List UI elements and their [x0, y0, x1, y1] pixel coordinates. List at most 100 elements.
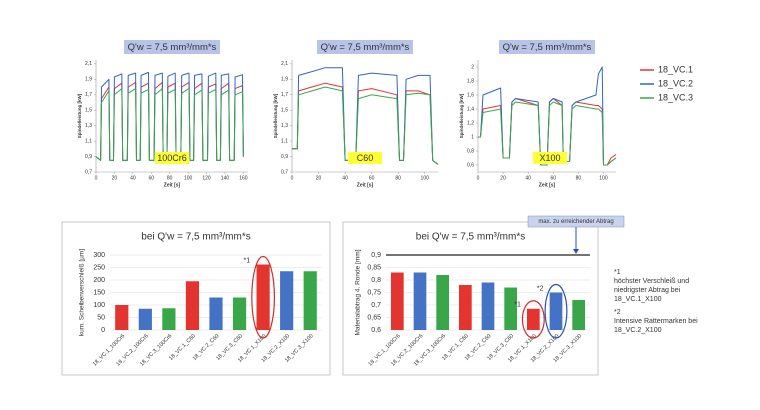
y-tick-label: 1,1 [281, 138, 288, 144]
material-box [155, 152, 189, 164]
bar [256, 264, 270, 330]
y-tick-label: 0,7 [371, 302, 381, 309]
y-tick-label: 1,9 [85, 77, 92, 83]
x-tick-label: 80 [395, 175, 401, 181]
x-axis-label: Zeit [s] [539, 182, 556, 188]
note-text: Intensive Rattermarken bei 18_VC.2_X100 [614, 318, 698, 334]
y-tick-label: 0,9 [85, 154, 92, 160]
title-box [124, 40, 220, 54]
series-line [292, 86, 439, 165]
x-axis-label: Zeit [s] [357, 182, 374, 188]
x-tick-label: 60 [369, 175, 375, 181]
bar [232, 297, 247, 330]
x-tick-label: 60 [550, 175, 556, 181]
y-tick-label: 1,4 [467, 106, 474, 112]
bar [280, 271, 294, 330]
y-tick-label: 1,8 [467, 78, 474, 84]
bar [436, 275, 450, 330]
callout-arrowhead [573, 249, 579, 254]
bar [413, 272, 427, 330]
y-tick-label: 1,7 [85, 92, 92, 98]
y-axis-label: kum. Scheibenverschleiß [µm] [79, 249, 86, 336]
note-text: höchster Verschleiß und niedrigster Abtra… [614, 278, 689, 303]
y-tick-label: 0,6 [371, 327, 381, 334]
bar [162, 308, 176, 330]
chart-title: Q'w = 7,5 mm³/mm*s [128, 42, 217, 53]
y-tick-label: 2 [471, 64, 474, 70]
bar [504, 287, 518, 330]
y-tick-label: 0,8 [467, 148, 474, 154]
highlight-label: *1 [244, 257, 251, 264]
bar [526, 308, 540, 330]
series-line [292, 82, 439, 165]
x-tick-label: 100 [599, 175, 608, 181]
bar [303, 271, 317, 330]
series-line [478, 101, 617, 166]
legend-label: 18_VC.3 [658, 92, 693, 102]
y-axis-label: Materialabtrag 4. Ronde [mm] [355, 249, 362, 335]
x-tick-label: 80 [167, 175, 173, 181]
y-tick-label: 0,7 [85, 169, 92, 175]
note-marker: *2 [614, 309, 621, 316]
highlight-label: *2 [537, 285, 544, 292]
y-tick-label: 2,1 [85, 61, 92, 67]
y-tick-label: 1,1 [85, 138, 92, 144]
y-tick-label: 2,1 [281, 61, 288, 67]
bar [458, 285, 472, 330]
highlight-label: *1 [514, 302, 521, 309]
material-label: 100Cr6 [157, 153, 187, 163]
chart-title: bei Q'w = 7,5 mm³/mm*s [141, 232, 250, 243]
chart-title: Q'w = 7,5 mm³/mm*s [503, 42, 592, 53]
y-tick-label: 1,2 [467, 120, 474, 126]
y-tick-label: 250 [93, 264, 105, 271]
x-tick-label: 160 [239, 175, 248, 181]
bar [390, 272, 404, 330]
bar [481, 282, 495, 330]
title-box [317, 40, 413, 54]
x-tick-label: 0 [95, 175, 98, 181]
y-tick-label: 1,3 [281, 123, 288, 129]
y-tick-label: 0,9 [371, 252, 381, 259]
series-line [292, 67, 439, 165]
y-tick-label: 0,85 [367, 264, 381, 271]
x-tick-label: 40 [342, 175, 348, 181]
y-tick-label: 0,9 [281, 154, 288, 160]
title-box [499, 40, 595, 54]
bar [138, 308, 152, 330]
y-tick-label: 200 [93, 277, 105, 284]
bar [115, 305, 129, 330]
x-tick-label: 40 [130, 175, 136, 181]
x-tick-label: 140 [221, 175, 230, 181]
y-tick-label: 0,75 [367, 289, 381, 296]
note-marker: *1 [614, 269, 621, 276]
y-tick-label: 0,7 [281, 169, 288, 175]
y-axis-label: Spindelleistung [kW] [77, 93, 82, 138]
y-tick-label: 1,5 [85, 108, 92, 114]
highlight-ellipse [521, 300, 545, 339]
material-box [533, 152, 567, 164]
x-tick-label: 120 [202, 175, 211, 181]
x-tick-label: 80 [576, 175, 582, 181]
y-tick-label: 50 [97, 314, 105, 321]
x-axis-label: Zeit [s] [164, 182, 181, 188]
y-tick-label: 0,65 [367, 314, 381, 321]
bar [209, 297, 223, 330]
x-tick-label: 20 [112, 175, 118, 181]
y-tick-label: 1,6 [467, 92, 474, 98]
series-line [478, 66, 617, 166]
y-tick-label: 1 [471, 134, 474, 140]
y-tick-label: 0,8 [371, 277, 381, 284]
x-tick-label: 0 [477, 175, 480, 181]
y-tick-label: 0 [101, 327, 105, 334]
x-tick-label: 20 [316, 175, 322, 181]
y-tick-label: 150 [93, 289, 105, 296]
y-tick-label: 1,3 [85, 123, 92, 129]
x-tick-label: 60 [148, 175, 154, 181]
y-axis-label: Spindelleistung [kW] [273, 93, 278, 138]
legend-label: 18_VC.2 [658, 78, 693, 88]
bar [185, 281, 200, 330]
bar [549, 292, 563, 330]
highlight-ellipse [544, 283, 568, 339]
series-line [95, 88, 244, 161]
